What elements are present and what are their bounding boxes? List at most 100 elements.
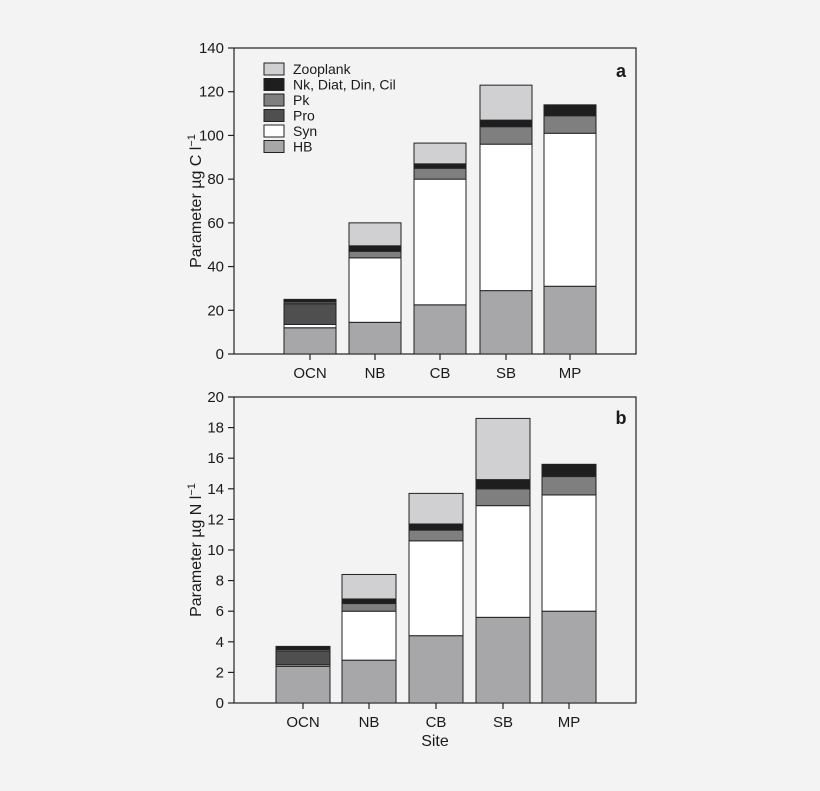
bar-segment-hb-nb-a (348, 321, 402, 355)
y-tick-label-a: 20 (207, 302, 224, 319)
y-axis-label-b-main: Parameter µg N l (188, 496, 205, 617)
y-ticks-a: 0 20 40 60 80 100 120 140 (199, 40, 234, 363)
legend-swatch-pro (263, 109, 285, 122)
legend-swatch-syn (263, 124, 285, 138)
panel-b: 0 2 4 6 8 10 12 14 16 18 20 OCN NB CB SB MP b Paramete… (186, 389, 637, 750)
legend-label-syn: Syn (293, 123, 317, 139)
legend-swatch-zoo (263, 62, 285, 76)
y-tick-label-b: 2 (216, 664, 224, 681)
bar-segment-pk-cb-a (413, 167, 467, 180)
x-tick-label-nb-b: NB (359, 714, 380, 731)
bar-segment-syn-cb-b (408, 540, 464, 637)
bar-segment-hb-sb-a (479, 290, 533, 355)
x-tick-label-sb-a: SB (496, 365, 516, 382)
y-tick-label-b: 18 (207, 420, 224, 437)
bar-segment-nk-cb-a (413, 163, 467, 169)
y-tick-label-b: 12 (207, 511, 224, 528)
bar-segment-nk-sb-b (475, 479, 531, 490)
legend-label-hb: HB (293, 139, 312, 155)
bar-segment-pk-nb-a (348, 250, 402, 259)
bar-segment-zoo-nb-a (348, 222, 402, 247)
y-axis-label-a-sup: −1 (186, 134, 198, 147)
x-tick-label-nb-a: NB (365, 365, 386, 382)
legend-label-pro: Pro (293, 108, 315, 124)
x-tick-label-mp-b: MP (558, 714, 581, 731)
bar-segment-syn-sb-a (479, 143, 533, 292)
y-tick-label-b: 10 (207, 542, 224, 559)
x-tick-label-ocn-b: OCN (286, 714, 319, 731)
bar-segment-syn-mp-b (541, 494, 597, 612)
legend-label-zoo: Zooplank (293, 61, 352, 77)
bar-segment-nk-mp-a (543, 104, 597, 117)
y-tick-label-b: 4 (216, 634, 224, 651)
bar-segment-syn-nb-a (348, 257, 402, 323)
y-tick-label-b: 6 (216, 603, 224, 620)
bar-segment-zoo-sb-b (475, 417, 531, 481)
bar-segment-pro-ocn-b (275, 650, 331, 666)
bar-segment-pk-nb-b (341, 603, 397, 612)
y-tick-label-b: 8 (216, 573, 224, 590)
y-axis-label-a: Parameter µg C l−1 (186, 134, 205, 268)
bar-segment-pk-mp-b (541, 476, 597, 496)
legend-swatch-hb (263, 140, 285, 153)
legend-swatch-pk (263, 93, 285, 107)
y-tick-label-a: 140 (199, 40, 224, 57)
bars-a (283, 84, 597, 355)
y-ticks-b: 0 2 4 6 8 10 12 14 16 18 20 (207, 389, 234, 712)
y-tick-label-b: 16 (207, 450, 224, 467)
x-axis-label-b: Site (421, 733, 449, 750)
bar-segment-zoo-sb-a (479, 84, 533, 121)
x-ticks-a: OCN NB CB SB MP (293, 354, 581, 382)
bar-segment-nk-nb-b (341, 598, 397, 605)
panel-a: 0 20 40 60 80 100 120 140 OCN NB CB SB MP ZooplankN… (186, 40, 637, 382)
bar-segment-nk-ocn-a (283, 298, 337, 303)
bar-segment-syn-nb-b (341, 610, 397, 661)
bar-segment-pk-cb-b (408, 529, 464, 542)
y-tick-label-a: 40 (207, 259, 224, 276)
legend-label-pk: Pk (293, 92, 310, 108)
legend-label-nk: Nk, Diat, Din, Cil (293, 77, 396, 93)
bar-segment-pk-sb-a (479, 126, 533, 145)
bar-segment-pk-mp-a (543, 115, 597, 134)
bar-segment-zoo-cb-b (408, 492, 464, 525)
y-tick-label-a: 60 (207, 215, 224, 232)
bar-segment-pro-ocn-a (283, 303, 337, 325)
x-tick-label-sb-b: SB (493, 714, 513, 731)
y-tick-label-a: 120 (199, 84, 224, 101)
bar-segment-hb-mp-a (543, 285, 597, 355)
bar-segment-nk-sb-a (479, 119, 533, 128)
panel-label-b: b (616, 408, 627, 428)
bar-segment-nk-nb-a (348, 245, 402, 252)
x-tick-label-cb-b: CB (426, 714, 447, 731)
legend-swatch-nk (263, 78, 285, 91)
y-tick-label-a: 0 (216, 346, 224, 363)
y-axis-label-b: Parameter µg N l−1 (186, 483, 205, 617)
bar-segment-hb-ocn-a (283, 327, 337, 355)
bars-b (275, 417, 597, 704)
x-ticks-b: OCN NB CB SB MP (286, 703, 580, 731)
y-axis-label-a-main: Parameter µg C l (188, 147, 205, 268)
bar-segment-zoo-cb-a (413, 142, 467, 165)
bar-segment-hb-cb-b (408, 635, 464, 704)
bar-segment-hb-cb-a (413, 304, 467, 355)
bar-segment-hb-sb-b (475, 616, 531, 704)
y-tick-label-a: 80 (207, 171, 224, 188)
bar-segment-pk-sb-b (475, 488, 531, 507)
y-axis-label-b-sup: −1 (186, 483, 198, 496)
y-tick-label-b: 0 (216, 695, 224, 712)
bar-segment-hb-ocn-b (275, 665, 331, 704)
x-tick-label-mp-a: MP (559, 365, 582, 382)
y-tick-label-b: 20 (207, 389, 224, 406)
bar-segment-nk-mp-b (541, 463, 597, 478)
bar-segment-zoo-nb-b (341, 573, 397, 600)
bar-segment-hb-mp-b (541, 610, 597, 704)
y-tick-label-b: 14 (207, 481, 224, 498)
bar-segment-nk-ocn-b (275, 645, 331, 650)
bar-segment-nk-cb-b (408, 523, 464, 531)
x-tick-label-cb-a: CB (430, 365, 451, 382)
bar-segment-syn-mp-a (543, 132, 597, 287)
bar-segment-syn-sb-b (475, 505, 531, 618)
